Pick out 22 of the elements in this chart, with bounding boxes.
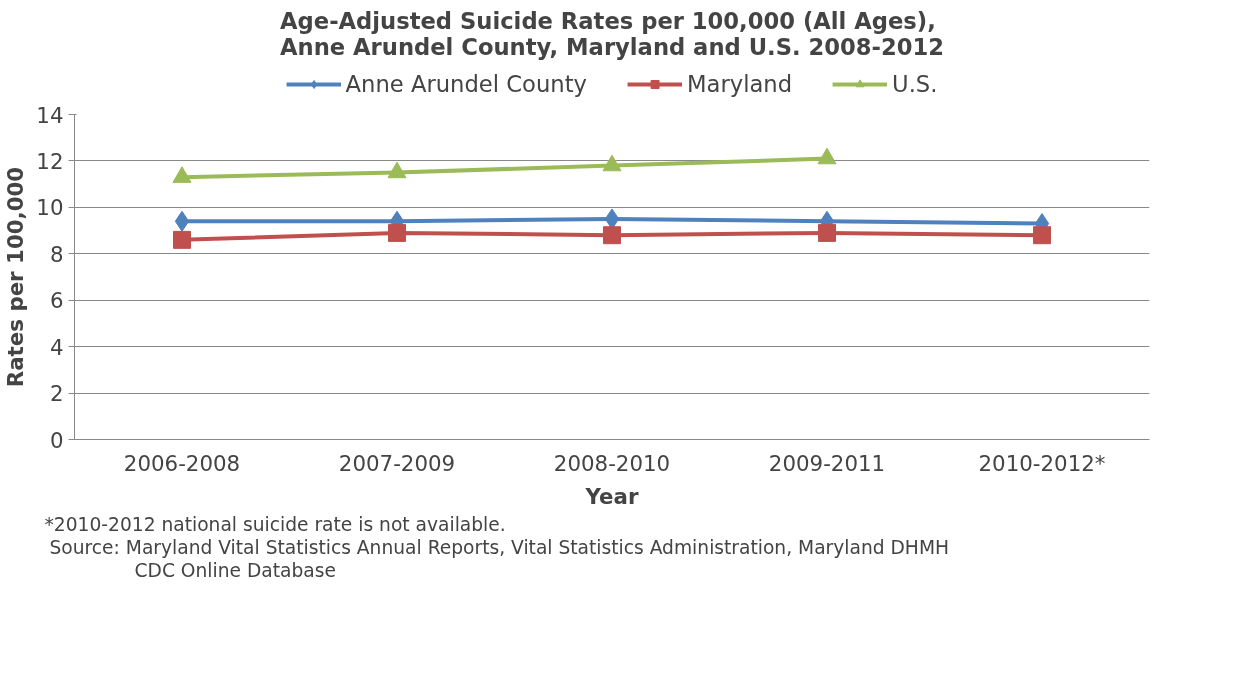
- y-axis-title: Rates per 100,000: [3, 166, 29, 388]
- source-note: Source: Maryland Vital Statistics Annual Reports, Vital Statistics Administration, Maryland DHMH: [49, 536, 950, 558]
- legend-label: U.S.: [892, 71, 938, 97]
- y-tick-label: 14: [36, 102, 64, 128]
- x-tick-label: 2007-2009: [338, 450, 456, 476]
- x-axis-title: Year: [584, 483, 639, 509]
- y-tick-label: 12: [36, 148, 64, 174]
- x-tick-label: 2009-2011: [768, 450, 886, 476]
- text: *2010-2012 national suicide rate is not available.: [44, 513, 506, 535]
- x-tick-label: 2010-2012*: [978, 450, 1106, 476]
- x-tick-label: 2008-2010: [553, 450, 671, 476]
- text: CDC Online Database: [134, 559, 336, 581]
- legend-label: Anne Arundel County: [345, 71, 587, 97]
- y-tick-label: 8: [49, 241, 64, 267]
- y-tick-label: 4: [49, 334, 64, 360]
- y-tick-label: 10: [36, 195, 64, 221]
- legend-label: Maryland: [686, 71, 793, 97]
- y-tick-label: 0: [49, 427, 64, 453]
- chart-title: Age-Adjusted Suicide Rates per 100,000 (All Ages), Anne Arundel County, Maryland and U.S. 2008-2012: [280, 7, 944, 60]
- y-tick-label: 2: [49, 381, 64, 407]
- x-tick-label: 2006-2008: [123, 450, 241, 476]
- y-tick-label: 6: [49, 288, 64, 314]
